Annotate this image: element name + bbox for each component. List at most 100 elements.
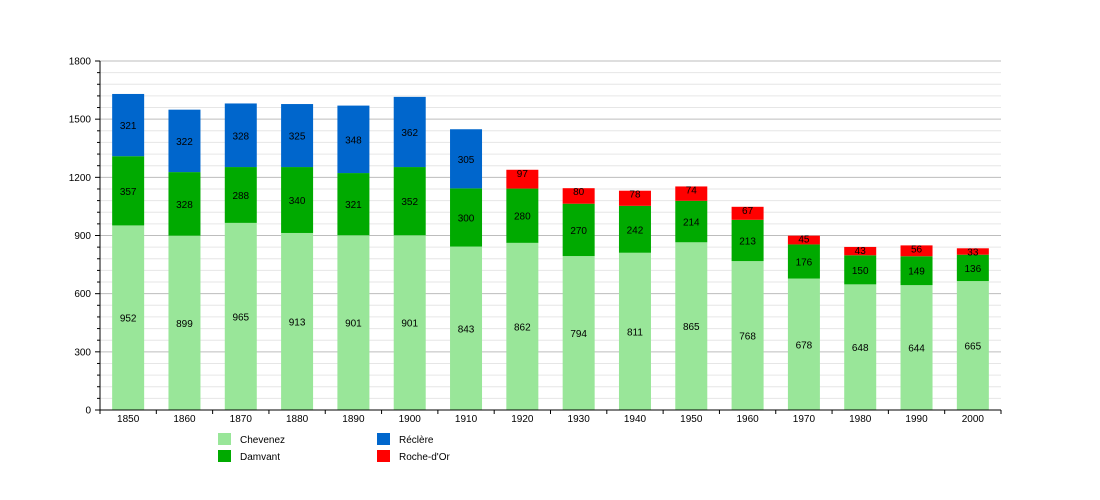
data-label: 865 [683,322,700,333]
data-label: 97 [517,169,529,180]
bar-segment [787,278,820,410]
x-tick-label: 1990 [905,414,928,425]
bar-segment [506,169,539,189]
bar-segment [393,96,426,168]
x-tick-label: 1930 [568,414,591,425]
data-label: 80 [573,187,585,198]
data-label: 965 [232,312,249,323]
x-tick-label: 1880 [286,414,309,425]
x-tick-label: 1980 [849,414,872,425]
x-tick-label: 1950 [680,414,703,425]
bar-segment [281,167,314,233]
axis-layer: 0 300 600 900 1200 1500 1800 1850 1860 1870 1880 18… [69,57,1002,425]
data-label: 305 [458,155,475,166]
data-label: 340 [289,196,306,207]
bar-segment [112,93,145,157]
data-label: 213 [739,236,756,247]
bar-segment [731,206,764,220]
data-label: 901 [345,319,362,330]
data-label: 352 [401,197,418,208]
bar-segment [562,256,595,410]
bar-segment [224,167,257,223]
data-label: 952 [120,314,137,325]
data-label: 794 [570,329,587,340]
legend-label: Roche-d'Or [399,452,450,463]
bar-segment [337,173,370,236]
x-tick-label: 1850 [117,414,140,425]
bar-segment [731,261,764,410]
legend-swatch [218,450,231,462]
bar-segment [337,105,370,174]
data-label: 214 [683,218,700,229]
bar-segment [618,252,651,410]
legend-swatch [218,433,231,445]
legend-label: Damvant [240,452,280,463]
bar-segment [900,245,933,257]
y-tick-label: 1500 [69,115,92,126]
bar-segment [168,109,201,173]
y-tick-label: 1800 [69,57,92,68]
data-label: 913 [289,317,306,328]
bar-segment [618,205,651,253]
y-tick-label: 300 [74,347,91,358]
data-label: 348 [345,135,362,146]
data-label: 328 [176,200,193,211]
data-label: 45 [798,235,810,246]
bar-segment [393,235,426,410]
data-label: 899 [176,319,193,330]
bar-segment [900,285,933,410]
data-label: 288 [232,191,249,202]
bar-segment [224,222,257,410]
data-label: 325 [289,132,306,143]
legend-swatch [377,433,390,445]
data-label: 300 [458,213,475,224]
legend-label: Chevenez [240,435,285,446]
x-tick-label: 1870 [230,414,253,425]
data-label: 321 [120,121,137,132]
legend: Chevenez Damvant Réclère Roche-d'Or [218,433,450,463]
data-label: 78 [629,190,641,201]
data-label: 321 [345,200,362,211]
data-label: 56 [911,244,923,255]
bar-segment [562,203,595,257]
data-label: 665 [965,342,982,353]
bar-segment [112,225,145,410]
bar-segment [787,244,820,279]
bar-segment [450,246,483,410]
x-tick-label: 1860 [173,414,196,425]
data-label: 33 [967,247,979,258]
data-label: 149 [908,267,925,278]
legend-label: Réclère [399,435,434,446]
data-label: 811 [627,327,643,338]
bar-segment [112,156,145,226]
x-tick-label: 1900 [399,414,422,425]
bar-segment [281,104,314,168]
x-tick-label: 1970 [793,414,816,425]
data-label: 362 [401,128,418,139]
data-label: 67 [742,206,754,217]
data-label: 43 [855,246,867,257]
data-label: 150 [852,266,869,277]
data-label: 242 [627,225,644,236]
y-tick-label: 0 [85,406,91,417]
x-tick-label: 1910 [455,414,478,425]
bar-segment [900,256,933,286]
bar-segment [506,188,539,243]
data-label: 862 [514,322,531,333]
data-label: 280 [514,212,531,223]
data-label: 136 [965,264,982,275]
data-label: 648 [852,343,869,354]
bar-segment [844,284,877,410]
bar-segment [618,190,651,206]
bar-segment [224,103,257,168]
x-tick-label: 1890 [342,414,365,425]
data-label: 176 [796,257,813,268]
bar-segment [956,248,989,255]
bar-segment [168,235,201,410]
y-tick-label: 900 [74,231,91,242]
data-label: 357 [120,187,137,198]
bar-segment [956,281,989,410]
bar-segment [675,186,708,201]
